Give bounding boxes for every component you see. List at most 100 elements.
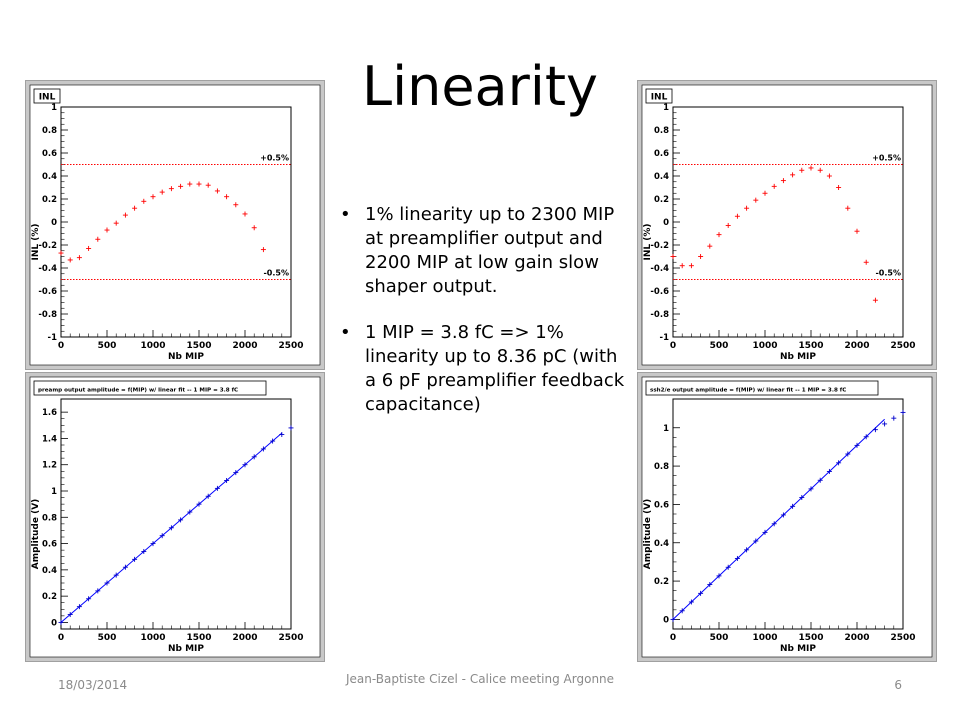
inl-shaper-ytick-label: -0.2: [650, 241, 669, 251]
inl-shaper-xtick-label: 500: [710, 341, 729, 351]
inl-shaper-data-point: [845, 205, 851, 211]
shaper-amplitude-data-point: [808, 486, 814, 492]
inl-preamp-ylabel: INL (%): [31, 224, 41, 261]
inl-preamp-ytick-label: -0.6: [38, 287, 57, 297]
shaper-amplitude-data-point: [799, 495, 805, 501]
inl-shaper-plot-area: [672, 106, 904, 338]
inl-shaper-ytick-label: -0.8: [650, 310, 669, 320]
inl-preamp-data-point: [214, 188, 220, 194]
shaper-amplitude-fit-line: [672, 418, 885, 620]
shaper-amplitude-data-point: [836, 460, 842, 466]
preamp-amplitude-data-point: [168, 525, 174, 531]
preamp-amplitude-data-point: [132, 556, 138, 562]
inl-shaper-title: INL: [651, 93, 668, 103]
inl-shaper-data-point: [707, 243, 713, 249]
preamp-amplitude-data-point: [224, 477, 230, 483]
preamp-amplitude-ytick-label: 1.2: [42, 461, 57, 471]
inl-shaper-xtick-label: 0: [670, 341, 676, 351]
shaper-amplitude-data-point: [817, 477, 823, 483]
inl-preamp-data-point: [168, 186, 174, 192]
shaper-amplitude-plot-area: [672, 398, 904, 630]
preamp-amplitude-data-point: [95, 588, 101, 594]
preamp-amplitude-ytick-label: 1: [51, 487, 57, 497]
inl-shaper-data-point: [790, 172, 796, 178]
inl-shaper-ytick-label: 0: [663, 218, 669, 228]
inl-preamp-ytick-label: -0.4: [38, 264, 57, 274]
slide-title: Linearity: [362, 55, 598, 118]
preamp-amplitude-data-point: [67, 612, 73, 618]
inl-preamp-data-point: [95, 236, 101, 242]
inl-preamp-ytick-label: -0.2: [38, 241, 57, 251]
preamp-amplitude-data-point: [178, 517, 184, 523]
inl-preamp-data-point: [58, 250, 64, 256]
inl-shaper-limit-label: +0.5%: [872, 154, 901, 163]
inl-preamp-data-point: [242, 211, 248, 217]
inl-preamp-limit-label: -0.5%: [263, 269, 289, 278]
inl-preamp-data-point: [122, 212, 128, 218]
inl-shaper-data-point: [698, 254, 704, 259]
bullet-icon: •: [340, 322, 351, 343]
preamp-amplitude-data-point: [113, 572, 119, 578]
inl-shaper-data-point: [817, 167, 823, 173]
shaper-amplitude-xtick-label: 1000: [752, 633, 777, 643]
preamp-amplitude-title: preamp output amplitude = f(MIP) w/ line…: [38, 388, 238, 394]
inl-shaper-data-point: [716, 232, 722, 238]
preamp-amplitude-xtick-label: 2500: [278, 633, 303, 643]
inl-shaper-data-point: [744, 205, 750, 211]
shaper-amplitude-data-point: [891, 415, 897, 421]
preamp-amplitude-data-point: [205, 493, 211, 499]
preamp-amplitude-ylabel: Amplitude (V): [31, 499, 41, 570]
shaper-amplitude-ytick-label: 0.4: [654, 539, 669, 549]
preamp-amplitude-ytick-label: 1.6: [42, 408, 57, 418]
shaper-amplitude-data-point: [845, 451, 851, 457]
shaper-amplitude-data-point: [780, 512, 786, 518]
inl-preamp-data-point: [260, 247, 266, 253]
inl-shaper-panel: INL 0 500 1000 1500 2000 2500 -1 -0.8 -0.6 -0.4 -0.…: [637, 80, 937, 370]
bullet-text: 1% linearity up to 2300 MIP at preamplif…: [365, 204, 615, 297]
preamp-amplitude-data-point: [242, 462, 248, 468]
inl-preamp-limit-label: +0.5%: [260, 154, 289, 163]
inl-shaper-ylabel: INL (%): [643, 224, 653, 261]
preamp-amplitude-data-point: [260, 446, 266, 452]
preamp-amplitude-ytick-label: 0.6: [42, 540, 57, 550]
inl-shaper-data-point: [725, 222, 731, 228]
shaper-amplitude-ylabel: Amplitude (V): [643, 499, 653, 570]
shaper-amplitude-data-point: [679, 608, 685, 614]
inl-shaper-ytick-label: -0.4: [650, 264, 669, 274]
inl-preamp-data-point: [104, 227, 110, 233]
inl-preamp-ytick-label: 0.4: [42, 172, 57, 182]
bullet-list: • 1% linearity up to 2300 MIP at preampli…: [340, 203, 630, 439]
inl-shaper-ytick-label: 0.4: [654, 172, 669, 182]
inl-preamp-ytick-label: 0: [51, 218, 57, 228]
footer-page-number: 6: [894, 678, 902, 692]
shaper-amplitude-title: ssh2/e output amplitude = f(MIP) w/ line…: [650, 388, 846, 394]
shaper-amplitude-data-point: [790, 503, 796, 509]
inl-shaper-data-point: [780, 178, 786, 184]
inl-shaper-data-point: [753, 197, 759, 203]
inl-shaper-data-point: [826, 173, 832, 179]
bullet-item: • 1 MIP = 3.8 fC => 1% linearity up to 8.…: [340, 321, 630, 417]
preamp-amplitude-xtick-label: 1000: [140, 633, 165, 643]
inl-preamp-ytick-label: 0.8: [42, 126, 57, 136]
shaper-amplitude-ytick-label: 0.2: [654, 577, 669, 587]
inl-shaper-data-point: [670, 254, 676, 259]
shaper-amplitude-xtick-label: 1500: [798, 633, 823, 643]
inl-preamp-xlabel: Nb MIP: [168, 352, 204, 362]
shaper-amplitude-data-point: [744, 547, 750, 553]
inl-shaper-data-point: [734, 213, 740, 219]
shaper-amplitude-chart: ssh2/e output amplitude = f(MIP) w/ line…: [641, 376, 933, 658]
preamp-amplitude-data-point: [233, 470, 239, 476]
preamp-amplitude-data-point: [251, 454, 257, 460]
preamp-amplitude-data-point: [122, 564, 128, 570]
inl-preamp-data-point: [178, 183, 184, 189]
shaper-amplitude-data-point: [716, 573, 722, 579]
inl-preamp-data-point: [251, 225, 257, 231]
inl-preamp-ytick-label: 0.2: [42, 195, 57, 205]
inl-shaper-limit-label: -0.5%: [875, 269, 901, 278]
preamp-amplitude-data-point: [58, 619, 64, 625]
shaper-amplitude-data-point: [698, 590, 704, 596]
inl-preamp-data-point: [150, 194, 156, 200]
shaper-amplitude-data-point: [882, 421, 888, 427]
bullet-item: • 1% linearity up to 2300 MIP at preampli…: [340, 203, 630, 299]
shaper-amplitude-ytick-label: 0.6: [654, 500, 669, 510]
